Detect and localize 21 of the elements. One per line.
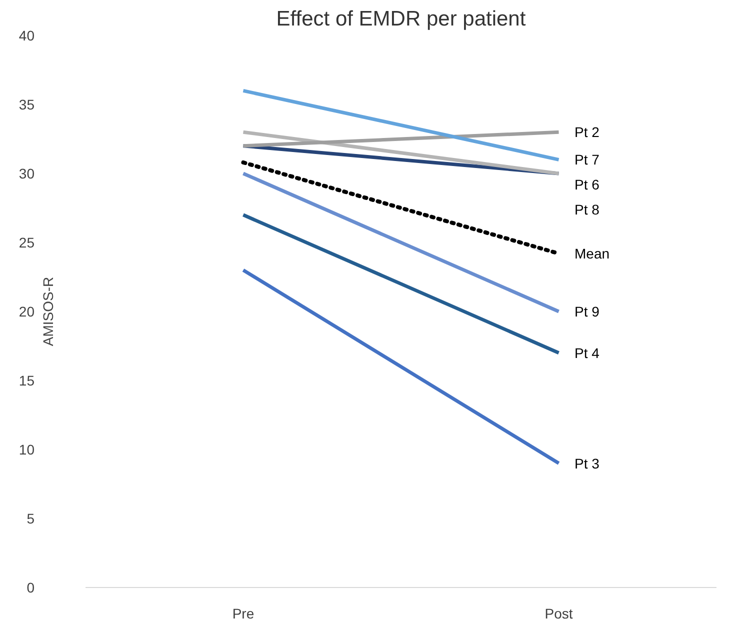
- chart-title: Effect of EMDR per patient: [276, 8, 526, 30]
- y-tick-label: 0: [26, 580, 35, 596]
- x-tick-label: Pre: [232, 606, 254, 622]
- y-tick-label: 20: [18, 304, 35, 320]
- x-tick-label: Post: [544, 606, 573, 622]
- series-label: Pt 4: [574, 344, 600, 361]
- y-tick-label: 5: [26, 510, 35, 526]
- text: Pt 8: [574, 201, 600, 218]
- series-label: Pt 9: [574, 304, 600, 320]
- series-label: Pt 7: [574, 152, 600, 168]
- series-label: Pt 3: [574, 455, 600, 472]
- y-tick-label: 10: [18, 442, 35, 458]
- series-label: Pt 2: [574, 124, 600, 140]
- y-tick-label: 15: [18, 372, 35, 388]
- series-label: Mean: [574, 246, 610, 262]
- y-tick-label: 40: [18, 28, 35, 44]
- series-label: Pt 6: [574, 176, 600, 193]
- y-tick-label: 25: [18, 234, 35, 250]
- y-axis-title: AMISOS-R: [40, 276, 56, 346]
- y-tick-label: 30: [18, 166, 35, 182]
- y-tick-label: 35: [18, 96, 35, 112]
